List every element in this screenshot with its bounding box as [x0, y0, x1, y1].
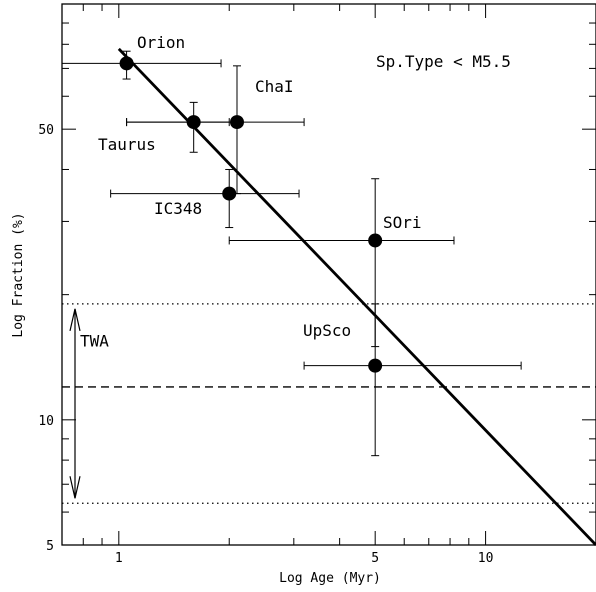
- x-tick-label: 1: [115, 551, 123, 566]
- x-tick-label: 10: [478, 551, 494, 566]
- y-axis-title: Log Fraction (%): [11, 212, 26, 337]
- data-point-ic348: IC348: [110, 168, 300, 229]
- data-marker: [368, 233, 383, 248]
- data-point-orion: Orion: [61, 33, 222, 80]
- data-label: IC348: [154, 199, 202, 218]
- twa-range-marker: TWA: [69, 308, 109, 499]
- reference-lines: [62, 303, 596, 504]
- data-label: Taurus: [98, 135, 156, 154]
- data-label: SOri: [383, 213, 422, 232]
- data-label: Orion: [137, 33, 185, 52]
- data-point-chai: ChaI: [126, 65, 305, 195]
- fit-line-group: [117, 47, 596, 546]
- data-marker: [229, 115, 244, 130]
- y-tick-label: 50: [38, 123, 54, 138]
- twa-arrow-head-down: [69, 476, 81, 499]
- data-point-upsco: UpSco: [303, 303, 522, 457]
- data-point-taurus: Taurus: [98, 101, 230, 154]
- data-marker: [368, 358, 383, 373]
- twa-label: TWA: [80, 332, 109, 351]
- data-label: ChaI: [255, 77, 294, 96]
- data-marker: [119, 56, 134, 71]
- data-label: UpSco: [303, 321, 351, 340]
- y-tick-label: 5: [46, 539, 54, 554]
- plot-frame: [61, 3, 596, 546]
- x-axis-title: Log Age (Myr): [279, 571, 381, 586]
- y-tick-label: 10: [38, 414, 54, 429]
- data-points: Orion Taurus ChaI IC348 SOri UpSco: [61, 33, 522, 457]
- data-point-sori: SOri: [228, 178, 455, 348]
- fit-line: [117, 47, 596, 546]
- data-marker: [222, 186, 237, 201]
- x-tick-label: 5: [371, 551, 379, 566]
- annotation-sptype: Sp.Type < M5.5: [376, 52, 511, 71]
- twa-arrow-head-up: [69, 308, 81, 332]
